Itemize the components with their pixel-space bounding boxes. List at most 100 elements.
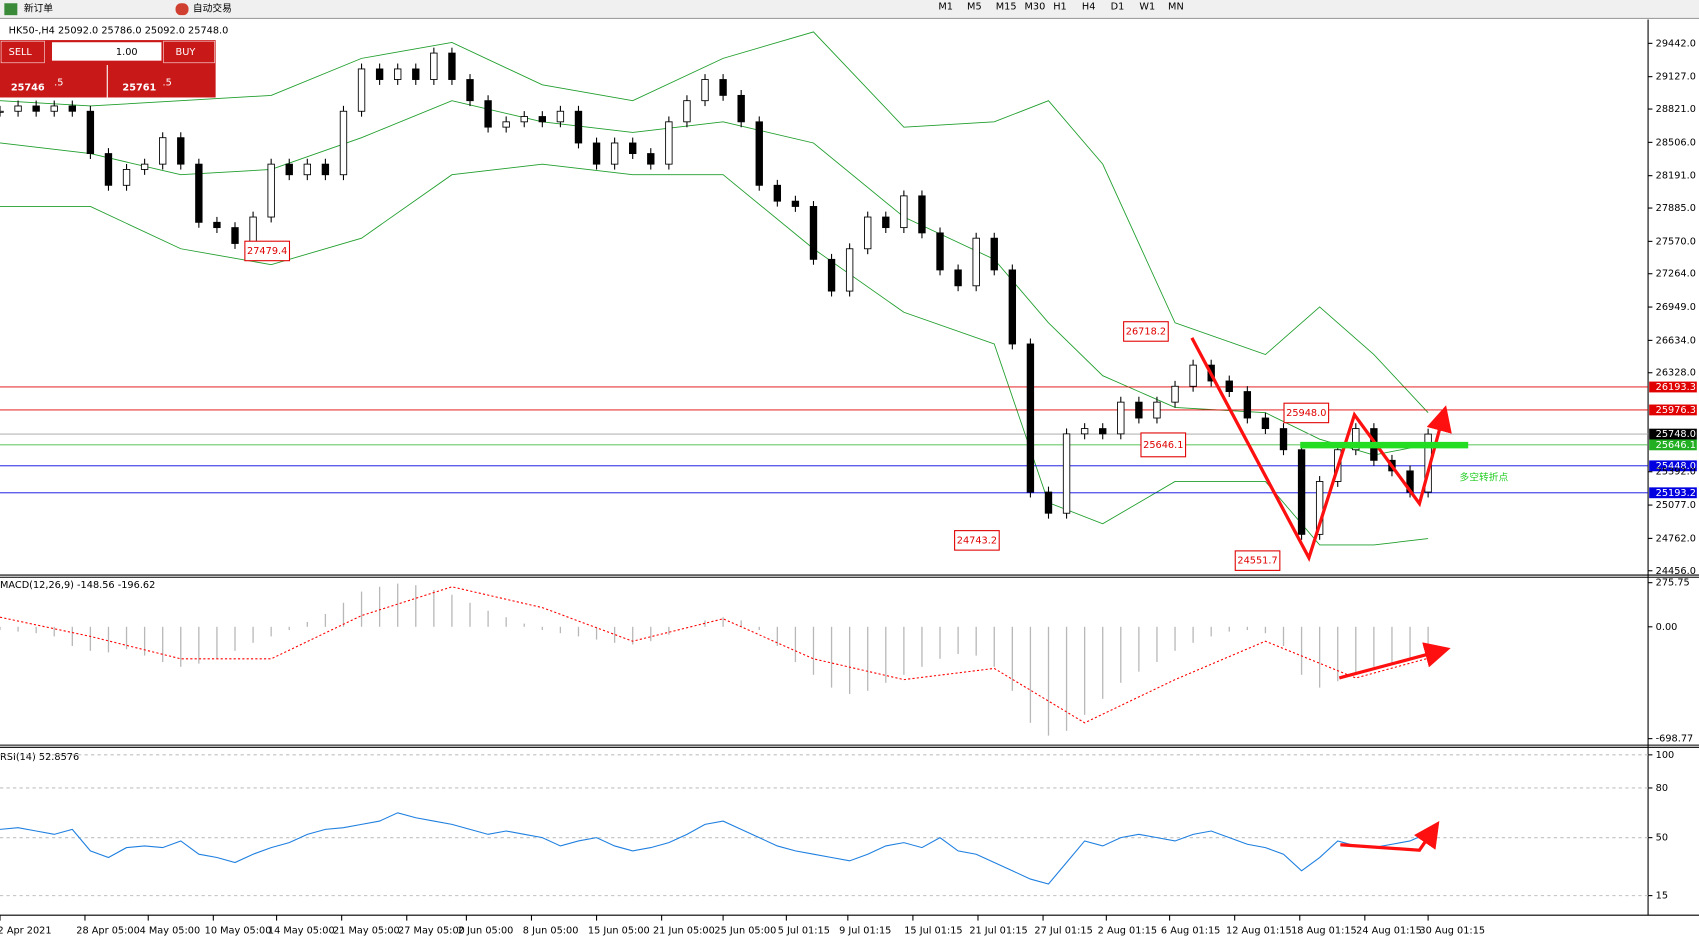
y-tick-label: 27885.0 — [1656, 203, 1696, 214]
macd-bar — [848, 626, 851, 695]
y-tick-label: 29127.0 — [1656, 72, 1696, 83]
sell-button[interactable] — [0, 40, 45, 64]
y-tick-label: 24762.0 — [1656, 533, 1696, 544]
candle-body — [1044, 491, 1053, 514]
candle-body — [719, 79, 727, 96]
timeframe-button[interactable]: M15 — [996, 1, 1017, 12]
timeframe-button[interactable]: MN — [1168, 1, 1184, 12]
lot-value[interactable]: 1.00 — [116, 47, 138, 58]
timeframe-button[interactable]: H1 — [1053, 1, 1067, 12]
macd-bar — [306, 622, 308, 627]
macd-bar — [451, 594, 453, 627]
rsi-title: RSI(14) 52.8576 — [0, 752, 79, 763]
candle-body — [68, 105, 76, 112]
x-tick-label: 14 May 05:00 — [268, 925, 335, 936]
timeframe-button[interactable]: W1 — [1139, 1, 1155, 12]
lot-input[interactable] — [52, 42, 162, 61]
price-level-label: 25646.1 — [1656, 440, 1696, 451]
ask-price[interactable]: 25761 — [122, 83, 156, 94]
x-tick-label: 15 Jun 05:00 — [588, 925, 650, 936]
y-tick-label: 80 — [1656, 783, 1668, 794]
price-level-tag — [1649, 428, 1697, 440]
price-annotation: 25646.1 — [1143, 440, 1183, 451]
candle-body — [14, 105, 22, 112]
candle-body — [936, 232, 944, 271]
y-tick-label: 26634.0 — [1656, 335, 1696, 346]
y-tick-label: 50 — [1656, 833, 1668, 844]
candle-body — [104, 153, 113, 186]
candle-body — [556, 110, 565, 123]
y-tick-label: 26949.0 — [1656, 302, 1696, 313]
macd-bar — [1192, 626, 1194, 643]
timeframe-button[interactable]: D1 — [1111, 1, 1125, 12]
macd-bar — [632, 626, 634, 645]
candle-body — [122, 169, 131, 186]
new-order-icon[interactable] — [4, 3, 18, 16]
timeframe-button[interactable]: M30 — [1024, 1, 1045, 12]
macd-bar — [523, 623, 525, 627]
candle-body — [827, 258, 836, 292]
macd-bar — [776, 626, 778, 647]
candle-body — [918, 195, 926, 234]
auto-trading-icon[interactable] — [175, 3, 189, 16]
bid-fraction[interactable]: .5 — [54, 77, 63, 88]
candle-body — [50, 105, 58, 112]
timeframe-button[interactable]: M5 — [967, 1, 982, 12]
price-level-tag — [1649, 460, 1697, 472]
buy-label[interactable]: BUY — [176, 47, 196, 58]
macd-bar — [1355, 626, 1357, 674]
candle-body — [737, 94, 745, 123]
new-order-button[interactable]: 新订单 — [24, 2, 53, 15]
candle-body — [538, 116, 547, 123]
candle-body — [610, 142, 619, 165]
candle-body — [809, 206, 818, 260]
candle-body — [249, 216, 257, 244]
macd-bar — [1337, 626, 1339, 682]
price-level-label: 26193.3 — [1656, 382, 1696, 393]
timeframe-button[interactable]: M1 — [938, 1, 953, 12]
x-tick-label: 10 May 05:00 — [205, 925, 272, 936]
y-tick-label: 28191.0 — [1656, 171, 1696, 182]
macd-bar — [378, 586, 381, 627]
candle-body — [32, 105, 40, 112]
macd-bar — [288, 626, 290, 631]
y-tick-label: 27570.0 — [1656, 236, 1696, 247]
buy-button[interactable] — [163, 40, 215, 64]
timeframe-button[interactable]: H4 — [1082, 1, 1096, 12]
macd-bar — [17, 626, 19, 632]
macd-bar — [180, 626, 182, 667]
candle-body — [321, 163, 330, 176]
macd-bar — [198, 626, 200, 664]
candle-body — [665, 121, 673, 165]
bid-price[interactable]: 25746 — [11, 83, 45, 94]
macd-bar — [125, 626, 128, 650]
macd-bar — [668, 626, 670, 635]
price-annotation: 25948.0 — [1286, 408, 1326, 419]
macd-bar — [595, 626, 598, 640]
candle-body — [357, 68, 366, 112]
ask-fraction[interactable]: .5 — [163, 77, 172, 88]
annotation-box — [1283, 402, 1330, 424]
price-annotation: 27479.4 — [247, 246, 287, 257]
price-level-label: 25448.0 — [1656, 461, 1696, 472]
macd-bar — [1102, 626, 1104, 699]
candle-body — [502, 121, 510, 128]
timeframe-bar: M1 M5 M15 M30 H1 H4 D1 W1 MN — [938, 1, 1183, 12]
macd-bar — [1120, 626, 1122, 683]
auto-trading-button[interactable]: 自动交易 — [193, 2, 232, 15]
macd-bar — [252, 626, 254, 643]
sell-label[interactable]: SELL — [9, 47, 33, 58]
x-tick-label: 21 Jun 05:00 — [653, 925, 715, 936]
macd-bar — [89, 626, 92, 651]
macd-bar — [505, 617, 507, 627]
candle-body — [845, 248, 854, 292]
y-tick-label: 25392.0 — [1656, 467, 1696, 478]
macd-bar — [794, 626, 797, 663]
x-tick-label: 5 Jul 01:15 — [778, 925, 830, 936]
candle-body — [267, 163, 275, 218]
candle-body — [213, 221, 221, 229]
macd-bar — [107, 626, 110, 653]
macd-bar — [1300, 626, 1303, 675]
macd-bar — [1373, 626, 1375, 667]
